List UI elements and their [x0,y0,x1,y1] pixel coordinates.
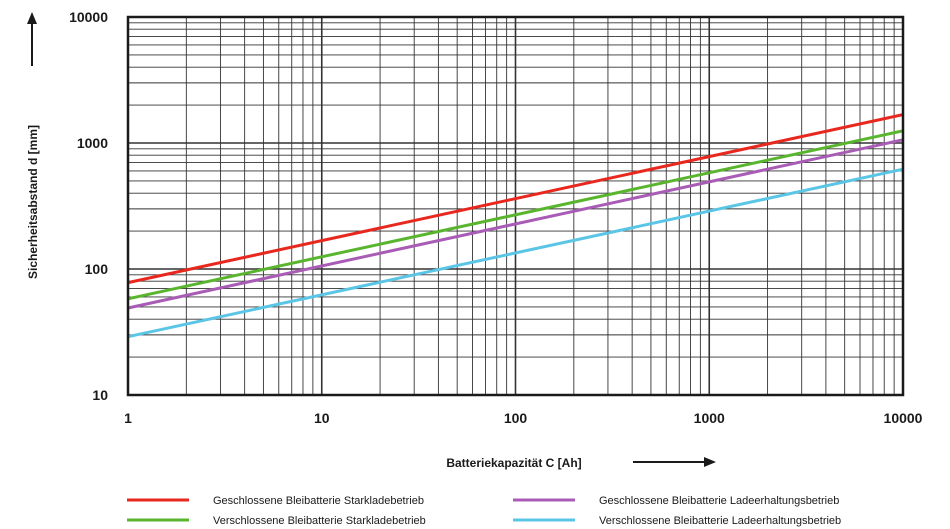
legend-label-4: Verschlossene Bleibatterie Ladeerhaltung… [599,515,841,527]
legend: Geschlossene Bleibatterie Starkladebetri… [127,495,841,527]
x-tick-label: 1 [124,410,132,426]
y-tick-labels: 10 100 1000 10000 [69,9,108,403]
y-axis-arrow-icon [27,12,37,66]
series-line-1 [127,113,904,285]
x-tick-label: 100 [504,410,528,426]
legend-label-2: Verschlossene Bleibatterie Starkladebetr… [213,515,426,527]
y-axis-title: Sicherheitsabstand d [mm] [26,125,40,279]
x-tick-label: 10 [314,410,330,426]
plot-area-frame [126,15,905,397]
series-line-4 [127,167,904,339]
grid [128,17,903,395]
y-tick-label: 1000 [77,135,108,151]
x-tick-label: 1000 [694,410,725,426]
x-tick-labels: 1 10 100 1000 10000 [124,410,923,426]
legend-label-1: Geschlossene Bleibatterie Starkladebetri… [213,495,424,507]
x-axis-title: Batteriekapazität C [Ah] [446,456,581,470]
series-line-2 [127,129,904,301]
legend-label-3: Geschlossene Bleibatterie Ladeerhaltungs… [599,495,839,507]
y-tick-label: 10 [92,387,108,403]
series-lines [127,113,904,339]
x-axis-arrow-icon [633,457,716,467]
y-tick-label: 10000 [69,9,108,25]
x-tick-label: 10000 [884,410,923,426]
series-line-3 [127,138,904,310]
y-tick-label: 100 [85,261,109,277]
